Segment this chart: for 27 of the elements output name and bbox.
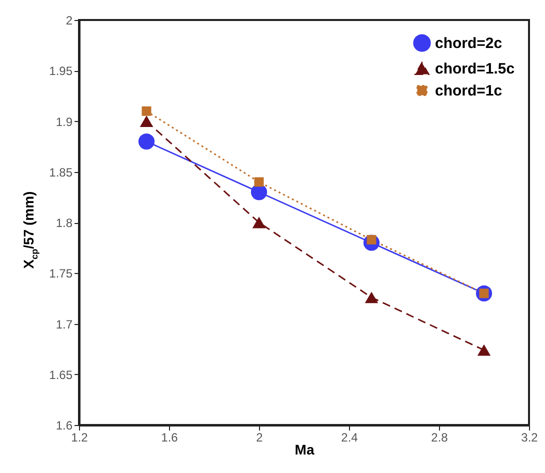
y-tick-label: 2 — [66, 14, 73, 28]
point — [477, 344, 491, 356]
point — [142, 106, 152, 116]
y-tick-label: 1.65 — [49, 368, 73, 382]
x-tick-label: 1.2 — [71, 430, 88, 444]
x-axis-title: Ma — [294, 442, 314, 458]
point — [140, 116, 154, 127]
y-tick-label: 1.85 — [49, 165, 73, 180]
point — [252, 216, 266, 228]
point — [138, 133, 155, 150]
y-tick-label: 1.7 — [56, 317, 73, 332]
point — [250, 184, 268, 200]
y-tick-label: 1.8 — [56, 216, 73, 230]
legend-label: chord=1.5c — [435, 60, 515, 78]
x-tick-label: 2 — [256, 430, 264, 444]
x-tick-label: 3.2 — [521, 430, 538, 444]
y-tick-label: 1.75 — [49, 266, 73, 281]
legend-label: chord=2c — [435, 35, 502, 52]
legend-label: chord=1c — [435, 82, 502, 100]
x-tick-label: 1.6 — [161, 430, 178, 444]
x-tick-label: 2.4 — [341, 430, 358, 444]
point — [254, 177, 264, 187]
y-tick-label: 1.9 — [56, 114, 73, 129]
y-tick-label: 1.95 — [49, 64, 73, 78]
x-tick-label: 2.8 — [431, 430, 448, 444]
y-tick-label: 1.6 — [56, 418, 73, 432]
point — [364, 292, 378, 304]
